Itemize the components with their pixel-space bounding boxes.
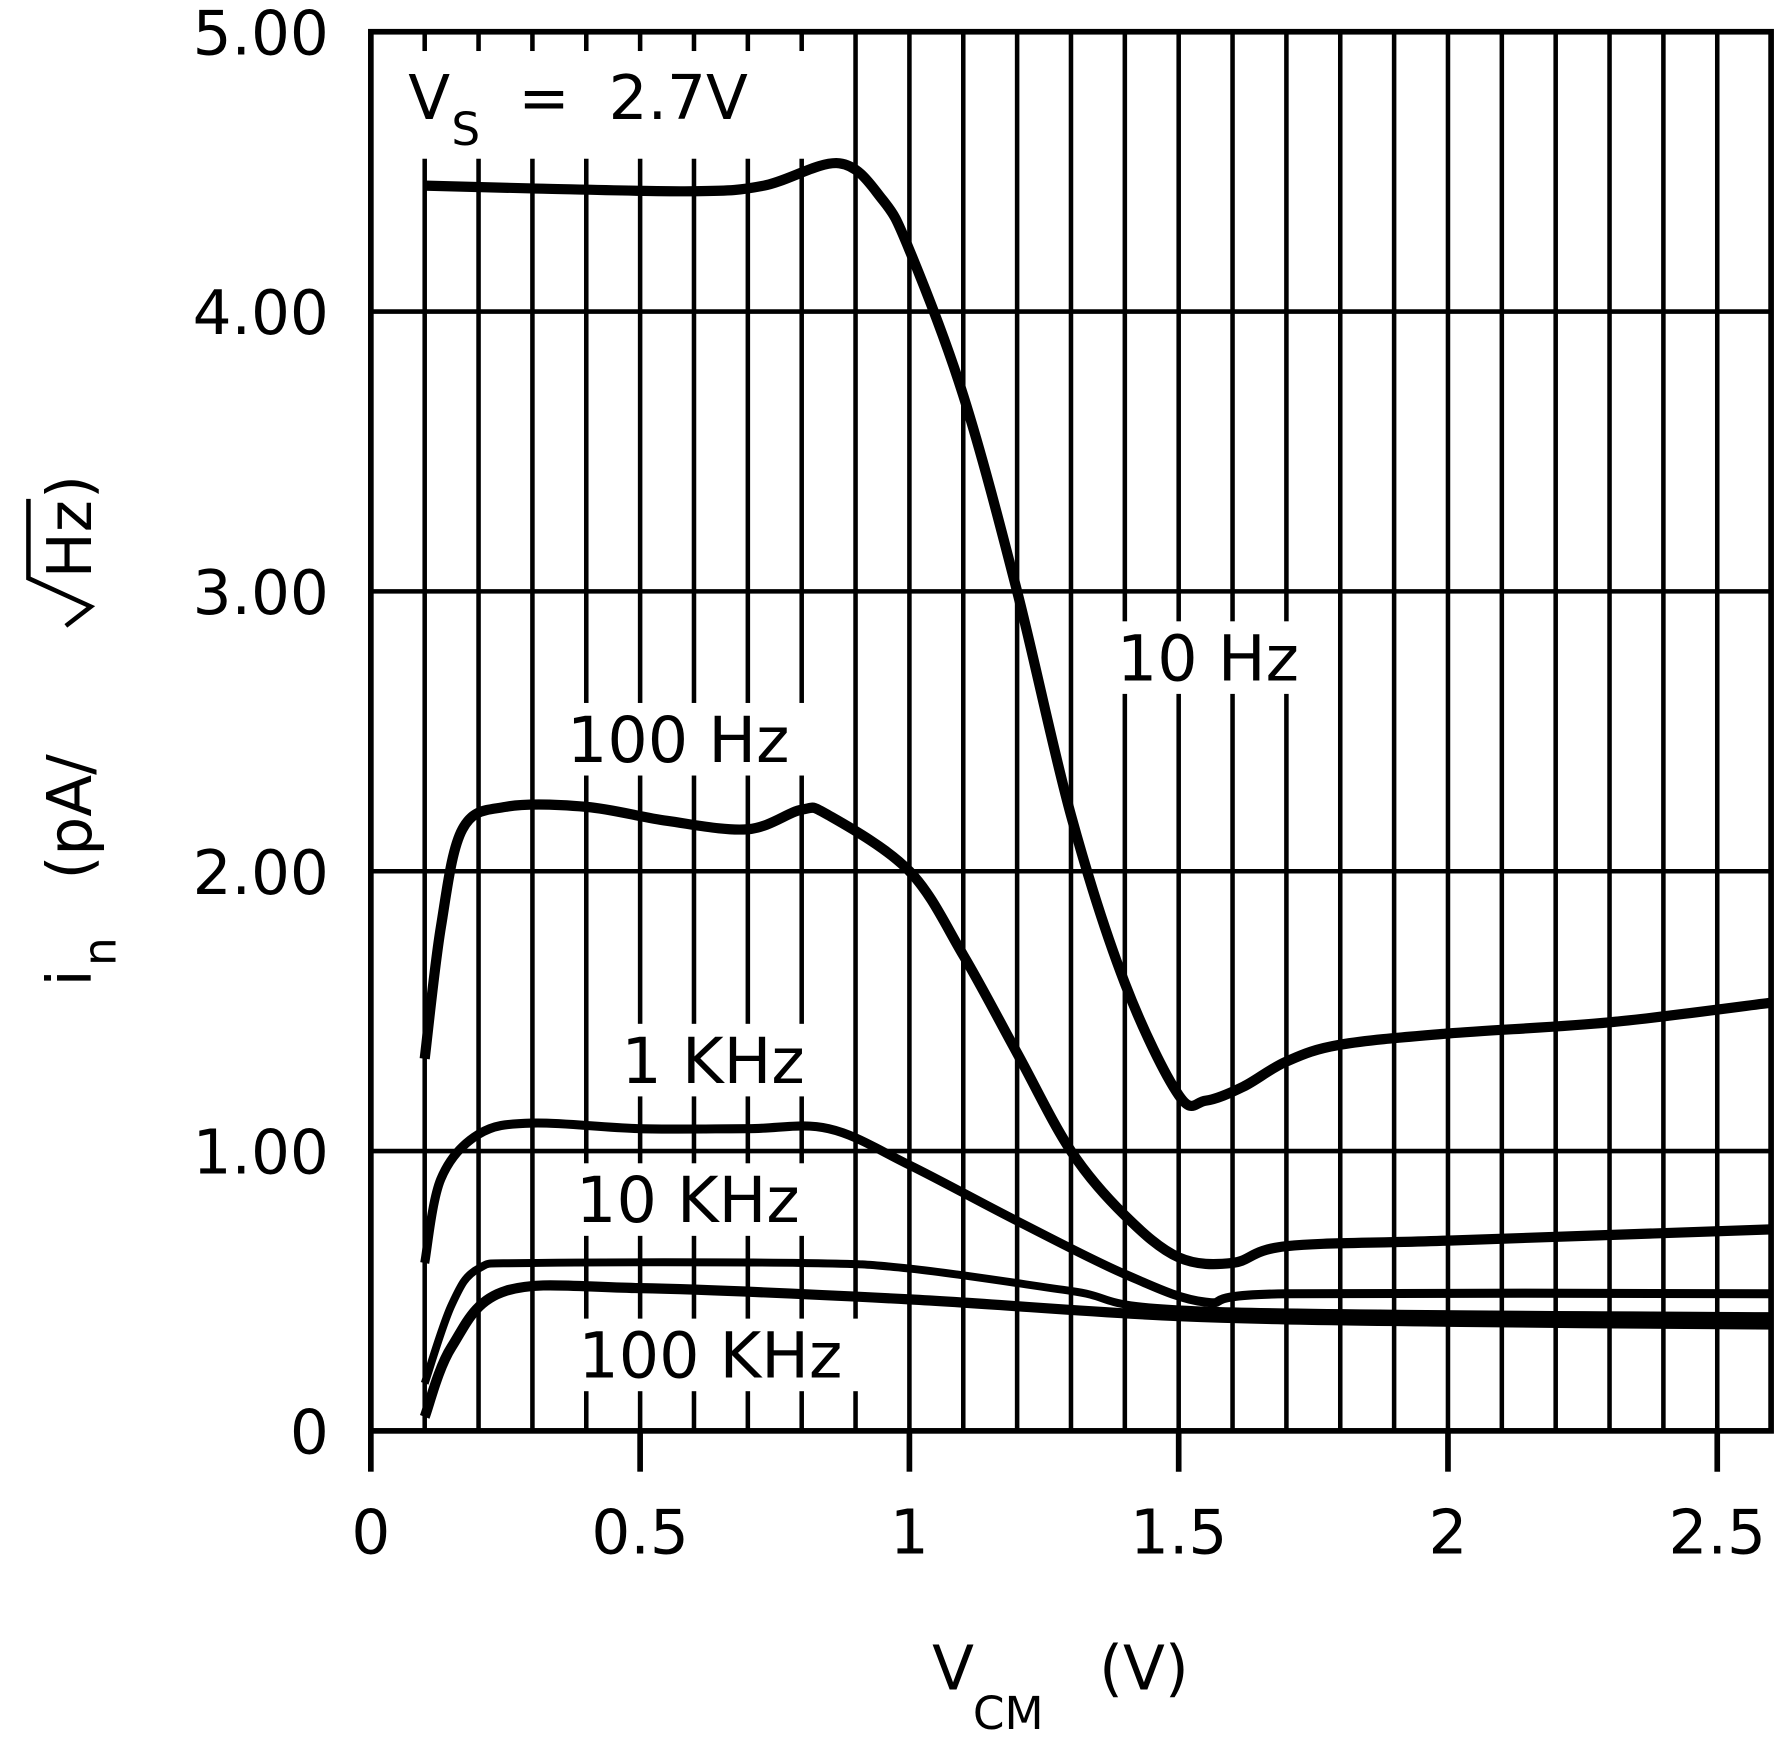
ylabel-sub: n: [74, 937, 127, 966]
series-line: [419, 799, 1772, 1270]
series-line: [424, 158, 1772, 1111]
x-tick-label: 2: [1428, 1497, 1467, 1568]
series-line: [420, 1118, 1772, 1308]
annotation-main: V: [408, 63, 450, 134]
y-tick-label: 2.00: [193, 838, 329, 909]
y-tick-label: 0: [290, 1398, 329, 1469]
x-tick-label: 1: [890, 1497, 929, 1568]
ylabel-main: i: [35, 969, 106, 986]
series-labels: 10 Hz 100 Hz 1 KHz 10 KHz 100 KHz: [561, 621, 1307, 1393]
series-label-bg: [615, 1023, 811, 1097]
x-tick-label: 0.5: [591, 1497, 688, 1568]
series-label: 100 Hz: [567, 703, 789, 777]
series-label: 10 Hz: [1117, 621, 1299, 695]
series-label-bg: [570, 1163, 815, 1236]
plot-frame: [368, 28, 1774, 1434]
annotation-sub: S: [451, 103, 480, 156]
series-label-bg: [572, 1318, 866, 1392]
y-tick-label: 5.00: [193, 0, 329, 69]
series-label: 10 KHz: [576, 1163, 800, 1237]
xlabel-main: V: [932, 1633, 974, 1704]
curves: [419, 158, 1772, 1419]
x-tick-label: 2.5: [1669, 1497, 1766, 1568]
x-tick-label: 1.5: [1130, 1497, 1227, 1568]
ticks: 0 0.5 1 1.5 2 2.5 0 1.00 2.00 3.00 4.00 5.00: [193, 0, 1766, 1568]
series-label-bg: [561, 702, 811, 776]
sqrt-symbol: [26, 498, 96, 628]
xlabel-sub: CM: [973, 1687, 1044, 1737]
series-label: 100 KHz: [578, 1319, 842, 1393]
y-tick-label: 1.00: [193, 1118, 329, 1189]
series-line: [420, 1258, 1772, 1385]
x-tick-label: 0: [351, 1497, 390, 1568]
series-label: 1 KHz: [621, 1024, 804, 1098]
series-label-bg: [1111, 621, 1307, 694]
y-tick-label: 3.00: [193, 558, 329, 629]
y-tick-label: 4.00: [193, 278, 329, 349]
y-axis-label: i n (pA/ Hz ): [26, 475, 127, 986]
grid: [370, 31, 1772, 1431]
ylabel-close: ): [35, 475, 106, 499]
ylabel-rest: (pA/: [35, 754, 106, 919]
annotation-rest: = 2.7V: [499, 63, 748, 134]
x-axis-label: V CM (V): [932, 1633, 1189, 1737]
xlabel-rest: (V): [1060, 1633, 1189, 1704]
annotation: V S = 2.7V: [391, 51, 811, 159]
series-line: [419, 1280, 1772, 1419]
ylabel-root: Hz: [35, 500, 106, 578]
